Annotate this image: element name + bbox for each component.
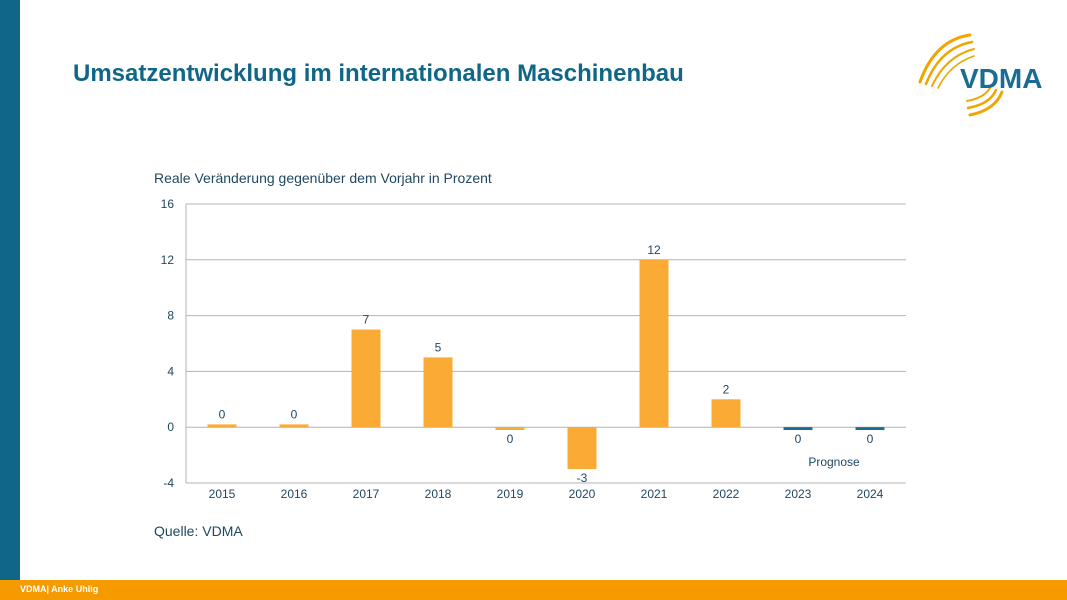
x-tick-label: 2024 <box>857 487 884 501</box>
bar <box>423 357 453 428</box>
x-tick-label: 2019 <box>497 487 524 501</box>
y-tick-label: 0 <box>167 420 174 434</box>
footer-bar: VDMA| Anke Uhlig <box>0 580 1067 600</box>
x-tick-label: 2017 <box>353 487 380 501</box>
x-tick-label: 2018 <box>425 487 452 501</box>
data-label: 12 <box>647 243 661 257</box>
y-tick-label: 12 <box>161 253 175 267</box>
data-label: 7 <box>363 313 370 327</box>
y-tick-label: 16 <box>161 197 175 211</box>
left-accent-bar <box>0 0 20 580</box>
data-label: 2 <box>723 382 730 396</box>
data-label: 0 <box>219 407 226 421</box>
source-note: Quelle: VDMA <box>154 523 243 539</box>
slide-title: Umsatzentwicklung im internationalen Mas… <box>73 60 684 87</box>
y-tick-label: -4 <box>163 476 174 490</box>
footer-text: VDMA| Anke Uhlig <box>20 584 99 594</box>
bar <box>351 329 381 428</box>
svg-text:VDMA: VDMA <box>960 63 1042 94</box>
data-label: 0 <box>507 432 514 446</box>
forecast-label: Prognose <box>808 455 860 469</box>
chart-title: Reale Veränderung gegenüber dem Vorjahr … <box>154 170 492 186</box>
bar <box>207 424 237 428</box>
x-tick-label: 2022 <box>713 487 740 501</box>
data-label: 0 <box>795 432 802 446</box>
bar <box>495 427 525 430</box>
bar <box>711 399 741 428</box>
bar <box>855 427 885 430</box>
bar <box>783 427 813 430</box>
vdma-logo: VDMA <box>918 33 1042 117</box>
bar <box>279 424 309 428</box>
data-label: -3 <box>577 471 588 485</box>
x-tick-label: 2015 <box>209 487 236 501</box>
data-label: 5 <box>435 340 442 354</box>
x-tick-label: 2021 <box>641 487 668 501</box>
x-tick-label: 2023 <box>785 487 812 501</box>
x-tick-label: 2020 <box>569 487 596 501</box>
bar <box>567 427 597 470</box>
y-tick-label: 8 <box>167 309 174 323</box>
data-label: 0 <box>291 407 298 421</box>
y-tick-label: 4 <box>167 364 174 378</box>
bar <box>639 259 669 428</box>
data-label: 0 <box>867 432 874 446</box>
x-tick-label: 2016 <box>281 487 308 501</box>
